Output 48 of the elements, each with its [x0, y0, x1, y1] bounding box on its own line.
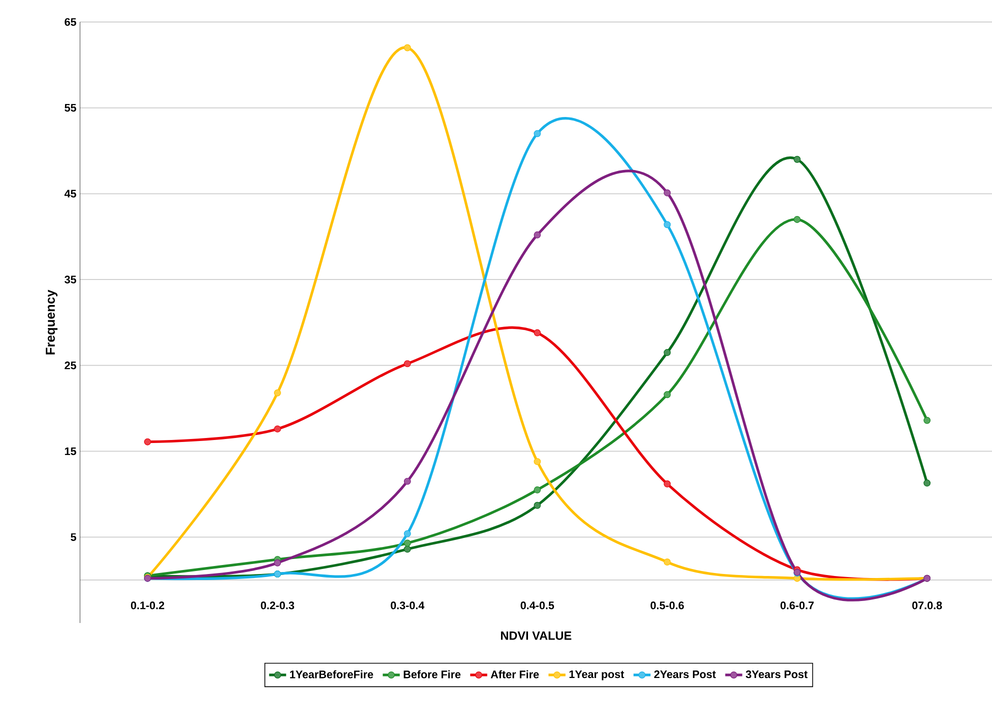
point — [274, 559, 281, 566]
point — [794, 156, 801, 163]
point — [404, 540, 411, 547]
y-axis-title: Frequency — [46, 290, 58, 354]
point — [924, 416, 931, 424]
point — [664, 221, 671, 228]
point — [144, 438, 152, 446]
y-tick-label: 65 — [64, 18, 76, 26]
y-tick-label: 55 — [64, 104, 76, 112]
point — [924, 480, 931, 487]
point — [534, 502, 541, 509]
point — [404, 478, 411, 485]
legend-label: Before Fire — [404, 670, 461, 678]
legend-label: After Fire — [490, 670, 539, 678]
point — [404, 44, 411, 52]
point — [664, 480, 671, 488]
point — [534, 231, 541, 238]
y-tick-label: 5 — [70, 533, 76, 541]
point — [534, 130, 541, 138]
point — [404, 530, 411, 538]
x-tick-label: 07.0.8 — [912, 602, 942, 610]
point — [404, 546, 411, 553]
x-tick-label: 0.2-0.3 — [260, 602, 294, 610]
legend-label: 1YearBeforeFire — [290, 670, 374, 678]
x-tick-label: 0.5-0.6 — [650, 602, 684, 610]
point — [534, 458, 541, 466]
x-axis-title: NDVI VALUE — [501, 632, 572, 640]
point — [534, 486, 541, 494]
x-tick-label: 0.4-0.5 — [520, 602, 554, 610]
point — [794, 216, 801, 223]
point — [664, 189, 671, 196]
legend-label: 1Year post — [569, 670, 624, 680]
point — [664, 558, 671, 566]
y-tick-label: 35 — [64, 276, 76, 284]
point — [664, 391, 671, 398]
point — [664, 349, 671, 356]
x-tick-label: 0.6-0.7 — [780, 602, 814, 610]
point — [274, 425, 281, 432]
y-tick-label: 15 — [64, 447, 76, 456]
legend-label: 2Years Post — [654, 670, 716, 678]
y-tick-label: 45 — [64, 190, 76, 198]
legend-label: 3Years Post — [746, 670, 808, 678]
point — [404, 360, 411, 368]
x-tick-label: 0.1-0.2 — [130, 602, 164, 610]
y-tick-label: 25 — [64, 362, 76, 370]
x-tick-label: 0.3-0.4 — [390, 602, 424, 610]
point — [274, 389, 281, 396]
point — [534, 329, 541, 336]
